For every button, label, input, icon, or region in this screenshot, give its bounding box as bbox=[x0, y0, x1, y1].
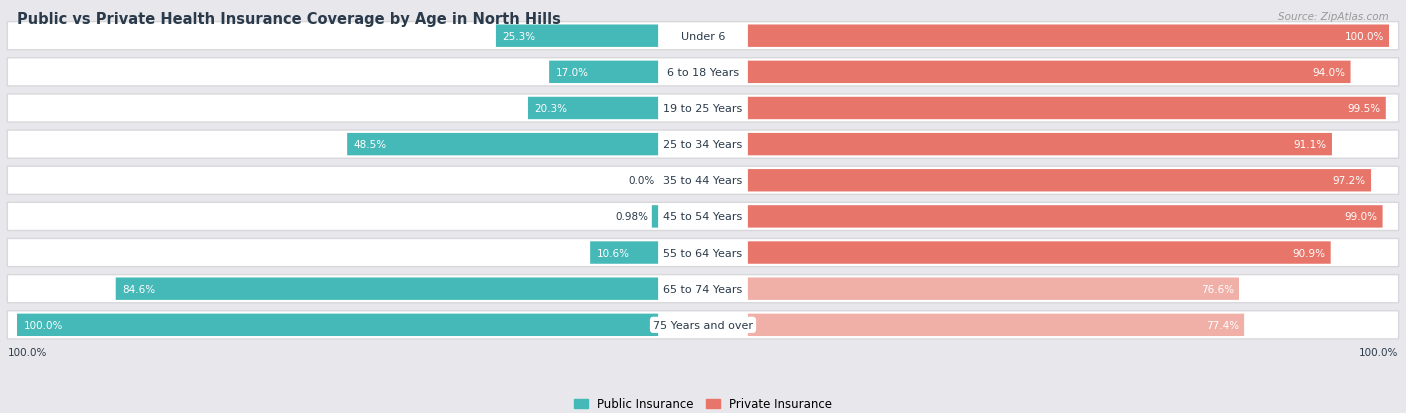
Text: 10.6%: 10.6% bbox=[596, 248, 630, 258]
Text: 35 to 44 Years: 35 to 44 Years bbox=[664, 176, 742, 186]
FancyBboxPatch shape bbox=[7, 239, 1399, 267]
FancyBboxPatch shape bbox=[748, 26, 1389, 48]
Text: Public vs Private Health Insurance Coverage by Age in North Hills: Public vs Private Health Insurance Cover… bbox=[17, 12, 561, 27]
Text: 94.0%: 94.0% bbox=[1312, 68, 1346, 78]
Text: 99.5%: 99.5% bbox=[1347, 104, 1381, 114]
FancyBboxPatch shape bbox=[748, 278, 1239, 300]
Text: 77.4%: 77.4% bbox=[1206, 320, 1239, 330]
Text: 25.3%: 25.3% bbox=[502, 32, 536, 42]
FancyBboxPatch shape bbox=[748, 133, 1331, 156]
FancyBboxPatch shape bbox=[496, 26, 658, 48]
Text: 100.0%: 100.0% bbox=[1344, 32, 1384, 42]
Text: 55 to 64 Years: 55 to 64 Years bbox=[664, 248, 742, 258]
Text: 17.0%: 17.0% bbox=[555, 68, 589, 78]
Text: 0.98%: 0.98% bbox=[616, 212, 648, 222]
FancyBboxPatch shape bbox=[550, 62, 658, 84]
Legend: Public Insurance, Private Insurance: Public Insurance, Private Insurance bbox=[569, 393, 837, 413]
FancyBboxPatch shape bbox=[7, 167, 1399, 195]
FancyBboxPatch shape bbox=[7, 23, 1399, 51]
FancyBboxPatch shape bbox=[115, 278, 658, 300]
Text: 99.0%: 99.0% bbox=[1344, 212, 1378, 222]
FancyBboxPatch shape bbox=[748, 170, 1371, 192]
Text: 100.0%: 100.0% bbox=[7, 347, 46, 357]
Text: 65 to 74 Years: 65 to 74 Years bbox=[664, 284, 742, 294]
Text: 45 to 54 Years: 45 to 54 Years bbox=[664, 212, 742, 222]
FancyBboxPatch shape bbox=[7, 95, 1399, 123]
Text: 25 to 34 Years: 25 to 34 Years bbox=[664, 140, 742, 150]
FancyBboxPatch shape bbox=[748, 62, 1351, 84]
FancyBboxPatch shape bbox=[7, 275, 1399, 303]
Text: 6 to 18 Years: 6 to 18 Years bbox=[666, 68, 740, 78]
FancyBboxPatch shape bbox=[591, 242, 658, 264]
FancyBboxPatch shape bbox=[748, 206, 1382, 228]
FancyBboxPatch shape bbox=[652, 206, 658, 228]
Text: 20.3%: 20.3% bbox=[534, 104, 568, 114]
Text: Source: ZipAtlas.com: Source: ZipAtlas.com bbox=[1278, 12, 1389, 22]
Text: Under 6: Under 6 bbox=[681, 32, 725, 42]
FancyBboxPatch shape bbox=[748, 242, 1330, 264]
FancyBboxPatch shape bbox=[529, 97, 658, 120]
FancyBboxPatch shape bbox=[748, 97, 1386, 120]
FancyBboxPatch shape bbox=[748, 314, 1244, 336]
Text: 91.1%: 91.1% bbox=[1294, 140, 1327, 150]
Text: 19 to 25 Years: 19 to 25 Years bbox=[664, 104, 742, 114]
FancyBboxPatch shape bbox=[7, 59, 1399, 87]
Text: 100.0%: 100.0% bbox=[1360, 347, 1399, 357]
FancyBboxPatch shape bbox=[347, 133, 658, 156]
Text: 0.0%: 0.0% bbox=[628, 176, 655, 186]
Text: 48.5%: 48.5% bbox=[353, 140, 387, 150]
Text: 75 Years and over: 75 Years and over bbox=[652, 320, 754, 330]
Text: 97.2%: 97.2% bbox=[1333, 176, 1367, 186]
FancyBboxPatch shape bbox=[7, 131, 1399, 159]
Text: 100.0%: 100.0% bbox=[24, 320, 63, 330]
FancyBboxPatch shape bbox=[7, 203, 1399, 231]
Text: 84.6%: 84.6% bbox=[122, 284, 155, 294]
FancyBboxPatch shape bbox=[17, 314, 658, 336]
Text: 90.9%: 90.9% bbox=[1292, 248, 1326, 258]
FancyBboxPatch shape bbox=[7, 311, 1399, 339]
Text: 76.6%: 76.6% bbox=[1201, 284, 1234, 294]
